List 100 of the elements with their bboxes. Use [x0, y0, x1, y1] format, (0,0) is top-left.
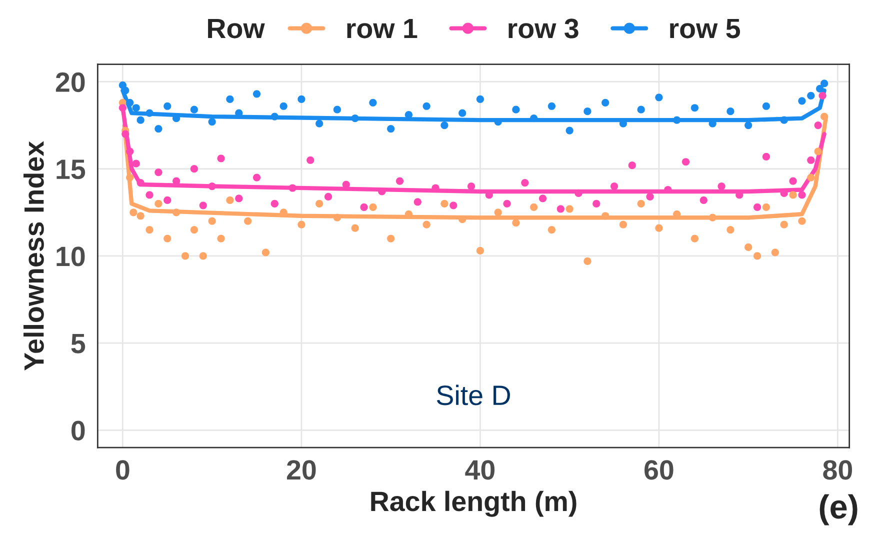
point — [136, 116, 144, 124]
x-axis-title: Rack length (m) — [371, 490, 576, 517]
point — [217, 154, 225, 162]
annotation: Site D — [436, 384, 510, 406]
point — [744, 121, 752, 130]
point — [351, 224, 359, 232]
point — [476, 246, 484, 255]
point — [637, 106, 645, 114]
point — [136, 212, 144, 220]
point — [252, 174, 261, 182]
legend-label: row 1 — [347, 18, 418, 38]
point — [574, 189, 582, 198]
point — [122, 130, 130, 138]
point — [655, 94, 663, 102]
point — [762, 102, 770, 110]
point — [172, 208, 180, 216]
point — [566, 126, 574, 134]
point — [280, 102, 288, 110]
point — [467, 182, 476, 190]
point — [164, 196, 172, 204]
x-tick-label: 60 — [644, 460, 674, 480]
y-axis-title: Yellowness Index — [24, 141, 44, 370]
point — [369, 203, 377, 211]
point — [132, 104, 140, 112]
point — [780, 220, 788, 228]
point — [798, 217, 806, 225]
point — [673, 116, 681, 124]
point — [690, 234, 699, 242]
x-tick-label: 20 — [286, 460, 316, 480]
point — [556, 205, 564, 213]
text: (e) — [820, 494, 858, 526]
point — [154, 124, 162, 133]
y-tick-label: 20 — [56, 72, 85, 92]
point — [316, 120, 324, 128]
point — [814, 148, 822, 156]
y-tick-label: 5 — [71, 334, 86, 354]
point — [369, 98, 377, 106]
point — [566, 205, 574, 213]
point — [146, 109, 154, 117]
point — [530, 114, 538, 122]
y-tick-label: 10 — [56, 246, 85, 266]
point — [414, 198, 422, 206]
point — [726, 108, 734, 116]
point — [190, 165, 198, 173]
point — [512, 106, 520, 114]
point — [503, 200, 511, 208]
point — [190, 106, 198, 114]
point — [422, 220, 430, 228]
point — [789, 191, 797, 199]
x-tick-label: 80 — [823, 460, 852, 480]
point — [130, 208, 138, 216]
point — [762, 152, 770, 160]
point — [226, 95, 234, 103]
point — [126, 98, 134, 106]
point — [476, 95, 484, 103]
point — [816, 84, 824, 93]
legend-label: row 5 — [670, 18, 740, 38]
point — [132, 160, 140, 168]
point — [592, 200, 600, 208]
point — [619, 220, 628, 228]
x-tick-label: 40 — [465, 460, 495, 480]
point — [154, 200, 162, 208]
point — [316, 200, 324, 208]
legend-label: row 3 — [508, 18, 578, 38]
point — [548, 226, 556, 234]
y-tick-label: 0 — [72, 420, 85, 440]
point — [548, 102, 556, 110]
point — [351, 114, 359, 122]
point — [118, 104, 126, 112]
point — [521, 178, 529, 187]
point — [262, 248, 270, 256]
point — [708, 214, 716, 222]
point — [628, 162, 636, 170]
y-tick-label: 15 — [56, 160, 86, 180]
point — [762, 203, 770, 211]
point — [753, 203, 762, 211]
point — [422, 102, 430, 110]
point — [718, 182, 726, 190]
point — [726, 226, 734, 234]
x-tick-label: 0 — [116, 460, 130, 480]
point — [682, 158, 690, 166]
point — [820, 80, 828, 88]
point — [306, 156, 314, 164]
point — [154, 168, 162, 176]
point — [458, 109, 466, 117]
point — [270, 112, 278, 120]
point — [700, 196, 708, 204]
point — [298, 95, 306, 103]
point — [440, 200, 448, 208]
point — [360, 203, 368, 211]
point — [396, 177, 404, 185]
point — [798, 191, 806, 199]
point — [324, 192, 332, 201]
point — [126, 174, 134, 182]
point — [199, 202, 207, 210]
point — [789, 177, 797, 185]
point — [208, 182, 216, 190]
point — [494, 208, 502, 216]
point — [807, 92, 815, 100]
point — [208, 217, 216, 225]
